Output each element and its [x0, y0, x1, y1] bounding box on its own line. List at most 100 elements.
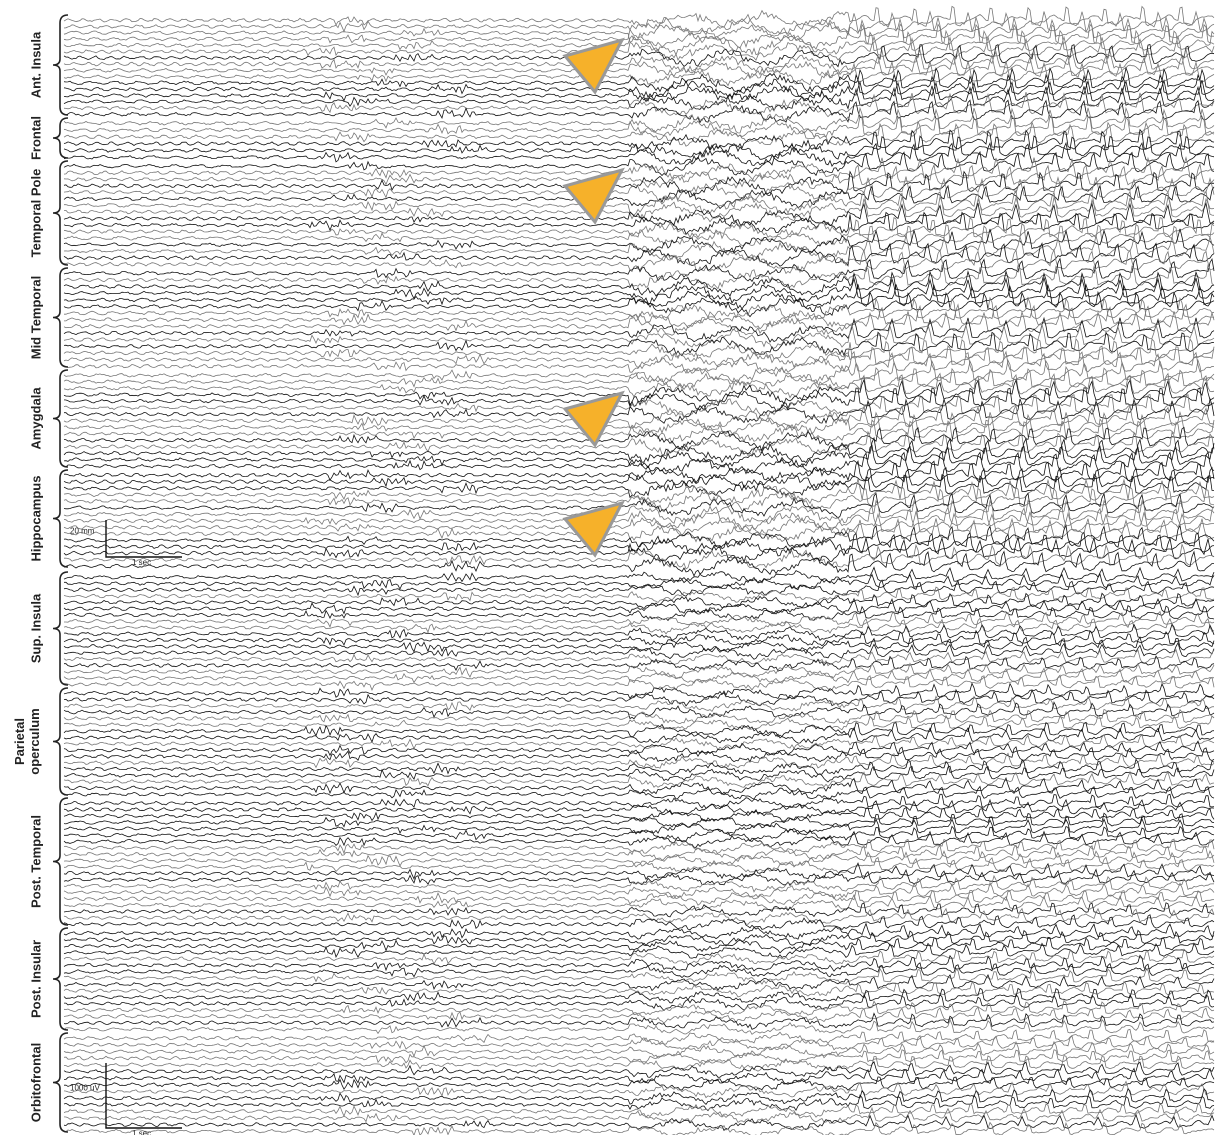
region-label: operculum — [27, 708, 42, 774]
eeg-trace — [63, 874, 1215, 893]
eeg-trace — [63, 758, 1215, 776]
eeg-trace — [63, 141, 1215, 167]
eeg-trace — [64, 825, 1215, 842]
eeg-trace — [63, 929, 1215, 947]
eeg-trace — [63, 176, 1215, 202]
region-brace — [52, 369, 69, 468]
eeg-trace — [63, 277, 1215, 305]
eeg-trace — [63, 1018, 1215, 1035]
eeg-trace — [63, 907, 1215, 925]
eeg-trace — [63, 682, 1215, 700]
eeg-trace — [63, 902, 1215, 918]
eeg-trace — [63, 566, 1215, 585]
eeg-trace — [63, 15, 1214, 43]
region-brace — [52, 1032, 69, 1133]
eeg-trace — [63, 586, 1215, 604]
eeg-trace — [63, 579, 1215, 597]
scale-time: 1 sec — [132, 1129, 151, 1135]
eeg-trace — [64, 303, 1215, 330]
eeg-trace — [63, 430, 1215, 457]
eeg-trace — [63, 23, 1215, 50]
eeg-trace — [63, 322, 1215, 349]
eeg-trace — [63, 316, 1215, 343]
eeg-trace — [63, 460, 1215, 486]
region-brace — [52, 687, 69, 796]
eeg-trace — [63, 184, 1215, 210]
eeg-trace — [63, 623, 1215, 641]
eeg-trace — [63, 550, 1214, 577]
eeg-trace — [63, 92, 1215, 118]
eeg-trace — [63, 1049, 1215, 1064]
eeg-trace — [64, 993, 1215, 1012]
eeg-trace — [63, 733, 1215, 751]
eeg-trace — [63, 263, 1215, 290]
onset-arrow — [562, 500, 625, 558]
eeg-trace — [63, 358, 1215, 385]
eeg-trace — [63, 785, 1215, 800]
eeg-trace — [63, 1080, 1215, 1099]
eeg-trace — [63, 765, 1215, 783]
eeg-trace — [63, 798, 1215, 817]
eeg-trace — [63, 426, 1215, 451]
region-label: Temporal Pole — [28, 169, 43, 258]
eeg-trace — [63, 436, 1215, 464]
eeg-trace — [63, 914, 1215, 931]
eeg-trace — [63, 597, 1215, 615]
eeg-trace — [63, 511, 1215, 536]
eeg-trace — [63, 980, 1215, 998]
eeg-trace — [63, 517, 1215, 543]
eeg-trace — [63, 43, 1215, 68]
eeg-trace — [63, 99, 1215, 124]
eeg-trace — [63, 721, 1215, 739]
eeg-trace — [63, 536, 1215, 563]
eeg-trace — [63, 418, 1215, 445]
onset-arrow — [562, 167, 625, 225]
eeg-trace — [63, 936, 1215, 954]
eeg-trace — [63, 201, 1215, 229]
eeg-trace — [63, 478, 1215, 505]
eeg-trace — [63, 290, 1215, 318]
eeg-trace — [63, 34, 1215, 62]
eeg-trace — [63, 211, 1215, 235]
region-label: Ant. Insula — [28, 31, 43, 98]
eeg-trace — [64, 655, 1215, 672]
eeg-trace — [63, 812, 1215, 829]
eeg-trace — [63, 29, 1215, 56]
eeg-trace — [63, 444, 1215, 470]
eeg-trace — [63, 162, 1215, 189]
annotations: Ant. Insula Frontal Temporal Pole Mid Tempo… — [12, 14, 625, 1135]
eeg-trace — [63, 106, 1215, 134]
eeg-trace — [63, 350, 1215, 378]
eeg-trace — [63, 817, 1215, 836]
eeg-trace — [63, 120, 1215, 147]
eeg-trace — [63, 217, 1215, 241]
eeg-trace — [63, 868, 1215, 887]
eeg-trace — [63, 856, 1215, 874]
eeg-trace — [63, 1102, 1215, 1119]
eeg-trace — [64, 610, 1215, 629]
eeg-trace — [63, 973, 1215, 992]
eeg-trace — [63, 61, 1215, 87]
scale-bar — [105, 520, 182, 558]
eeg-trace — [63, 770, 1215, 788]
eeg-trace — [63, 257, 1215, 283]
eeg-trace — [63, 674, 1215, 692]
eeg-trace — [63, 708, 1215, 725]
eeg-trace — [63, 1094, 1215, 1112]
eeg-trace — [63, 793, 1215, 810]
eeg-trace — [63, 636, 1215, 655]
eeg-trace — [63, 135, 1215, 160]
eeg-trace — [63, 466, 1215, 493]
eeg-trace — [63, 378, 1215, 406]
eeg-trace — [63, 531, 1215, 557]
eeg-traces — [63, 5, 1215, 1135]
eeg-trace — [63, 701, 1215, 720]
eeg-trace — [63, 485, 1215, 513]
region-brace — [52, 14, 69, 116]
eeg-trace — [63, 752, 1215, 769]
eeg-trace — [63, 473, 1214, 499]
eeg-trace — [64, 397, 1215, 424]
eeg-trace — [63, 1006, 1215, 1024]
eeg-trace — [63, 310, 1215, 336]
eeg-trace — [63, 54, 1215, 81]
